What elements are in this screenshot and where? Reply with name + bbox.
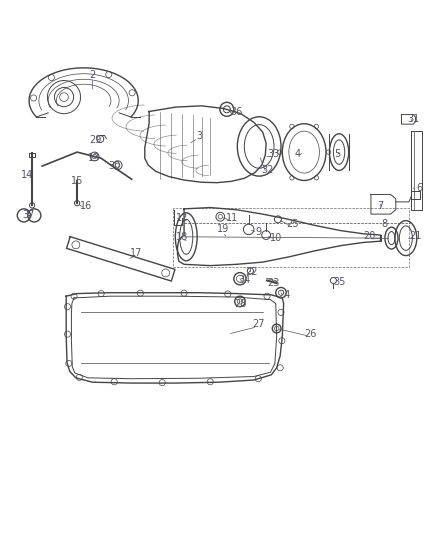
Text: 30: 30 (108, 161, 120, 171)
Text: 3: 3 (196, 131, 202, 141)
Text: 24: 24 (278, 290, 291, 300)
Text: 15: 15 (71, 176, 83, 187)
Text: 32: 32 (261, 165, 273, 175)
Text: 13: 13 (88, 153, 101, 163)
Text: 27: 27 (252, 319, 265, 329)
Text: 33: 33 (268, 149, 280, 159)
Text: 21: 21 (409, 231, 422, 241)
Text: 10: 10 (270, 233, 282, 243)
Text: 16: 16 (80, 201, 92, 211)
Text: 12: 12 (176, 214, 188, 223)
Text: 26: 26 (304, 329, 317, 339)
Text: 35: 35 (333, 277, 345, 287)
Text: 6: 6 (417, 183, 423, 193)
Text: 22: 22 (245, 266, 258, 277)
Text: 28: 28 (234, 298, 246, 309)
Text: 23: 23 (267, 278, 280, 288)
Text: 14: 14 (21, 170, 33, 180)
Text: 25: 25 (286, 219, 299, 229)
Text: 20: 20 (364, 231, 376, 241)
Text: 18: 18 (176, 232, 188, 242)
Text: 11: 11 (226, 214, 238, 223)
Text: 7: 7 (378, 201, 384, 211)
Text: 17: 17 (130, 248, 142, 259)
Text: 5: 5 (334, 149, 340, 159)
Text: 8: 8 (382, 219, 388, 229)
Text: 29: 29 (90, 135, 102, 145)
Text: 31: 31 (407, 114, 420, 124)
Text: 37: 37 (22, 210, 35, 220)
Text: 9: 9 (255, 227, 261, 237)
Text: 4: 4 (294, 149, 300, 159)
Text: 2: 2 (89, 70, 95, 80)
Text: 19: 19 (217, 224, 230, 235)
Text: 34: 34 (238, 276, 251, 286)
Text: 36: 36 (230, 107, 243, 117)
